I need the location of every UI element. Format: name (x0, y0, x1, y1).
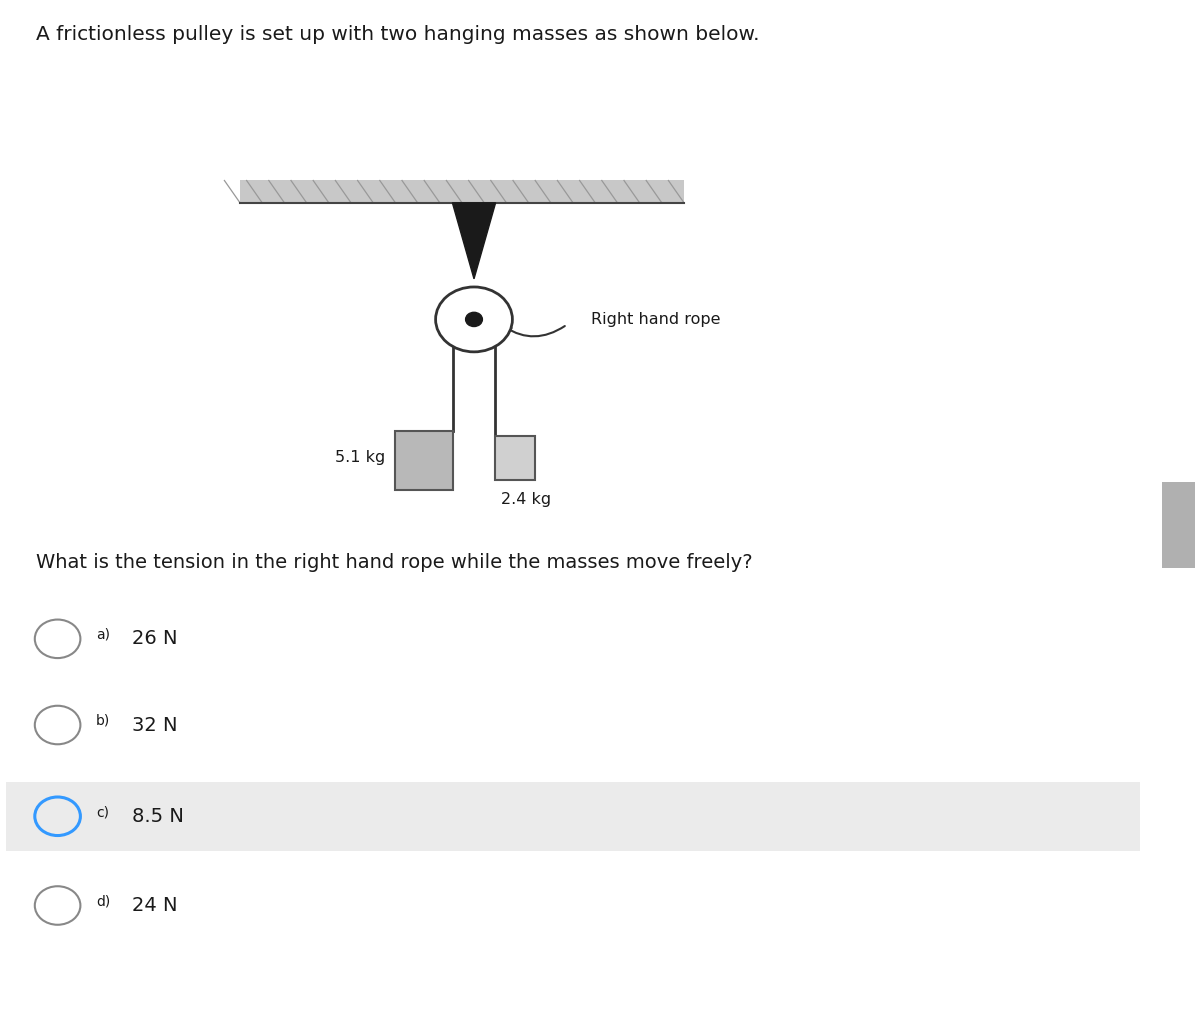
Text: c): c) (96, 805, 109, 819)
Text: d): d) (96, 894, 110, 909)
Circle shape (436, 287, 512, 352)
Text: A frictionless pulley is set up with two hanging masses as shown below.: A frictionless pulley is set up with two… (36, 25, 760, 45)
Bar (1162, 482, 1195, 568)
Bar (496, 436, 535, 480)
Text: 24 N: 24 N (132, 896, 178, 915)
Polygon shape (452, 203, 496, 279)
Text: 32 N: 32 N (132, 716, 178, 734)
Text: Right hand rope: Right hand rope (592, 312, 721, 327)
Bar (240, 180, 684, 203)
Text: 5.1 kg: 5.1 kg (336, 450, 385, 464)
Text: ❬: ❬ (1170, 516, 1186, 534)
Text: 8.5 N: 8.5 N (132, 807, 184, 825)
Text: 26 N: 26 N (132, 630, 178, 648)
Bar (395, 431, 452, 490)
Text: a): a) (96, 628, 110, 642)
Bar (6, 782, 1140, 851)
Text: What is the tension in the right hand rope while the masses move freely?: What is the tension in the right hand ro… (36, 553, 752, 572)
Circle shape (466, 312, 482, 327)
Text: 2.4 kg: 2.4 kg (502, 492, 551, 507)
Text: b): b) (96, 714, 110, 728)
